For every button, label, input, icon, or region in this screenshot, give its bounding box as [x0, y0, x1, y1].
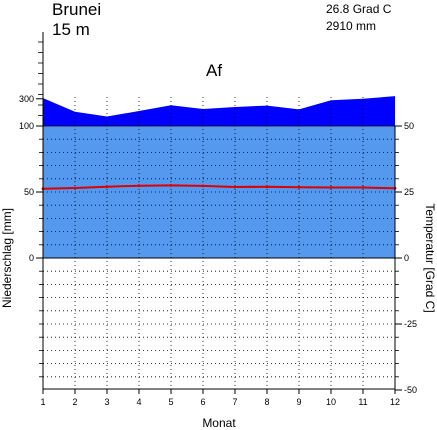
x-tick-label: 1	[40, 397, 45, 407]
temperature-point	[233, 185, 237, 189]
right-tick-label: -50	[404, 385, 417, 395]
annual-precipitation: 2910 mm	[326, 19, 377, 33]
x-tick-label: 11	[358, 397, 367, 407]
x-axis-label: Monat	[202, 416, 236, 430]
left-tick-label: 300	[19, 94, 34, 104]
axes-layer	[36, 32, 402, 394]
x-tick-label: 9	[296, 397, 301, 407]
left-tick-label: 0	[29, 253, 34, 263]
x-tick-label: 7	[232, 397, 237, 407]
temperature-point	[201, 184, 205, 188]
right-tick-label: 50	[404, 121, 414, 131]
grid-layer	[43, 97, 395, 389]
left-tick-label: 50	[24, 187, 34, 197]
right-tick-label: -25	[404, 319, 417, 329]
temperature-point	[105, 185, 109, 189]
temperature-line-layer	[41, 184, 397, 191]
right-tick-label: 0	[404, 253, 409, 263]
right-axis-label: Temperatur [Grad C]	[423, 203, 437, 312]
x-tick-label: 3	[104, 397, 109, 407]
station-name: Brunei	[52, 0, 102, 19]
temperature-line	[42, 184, 396, 190]
precipitation-area-layer	[43, 96, 395, 258]
x-tick-label: 4	[136, 397, 141, 407]
x-tick-label: 10	[326, 397, 336, 407]
x-tick-label: 12	[390, 397, 400, 407]
precipitation-area	[43, 96, 395, 126]
climate-class-label: Af	[206, 61, 223, 80]
temperature-point	[329, 186, 333, 189]
x-tick-label: 8	[264, 397, 269, 407]
temperature-point	[169, 184, 173, 187]
x-tick-label: 2	[72, 397, 77, 407]
station-altitude: 15 m	[52, 20, 90, 39]
right-tick-label: 25	[404, 187, 414, 197]
mean-temperature: 26.8 Grad C	[326, 2, 392, 16]
temperature-point	[137, 184, 141, 188]
temperature-point	[297, 185, 301, 189]
temperature-point	[73, 186, 77, 190]
x-tick-label: 5	[168, 397, 173, 407]
left-tick-label: 100	[19, 121, 34, 131]
temperature-point	[265, 185, 269, 189]
x-tick-label: 6	[200, 397, 205, 407]
temperature-point	[361, 186, 365, 189]
left-axis-label: Niederschlag [mm]	[0, 208, 14, 308]
